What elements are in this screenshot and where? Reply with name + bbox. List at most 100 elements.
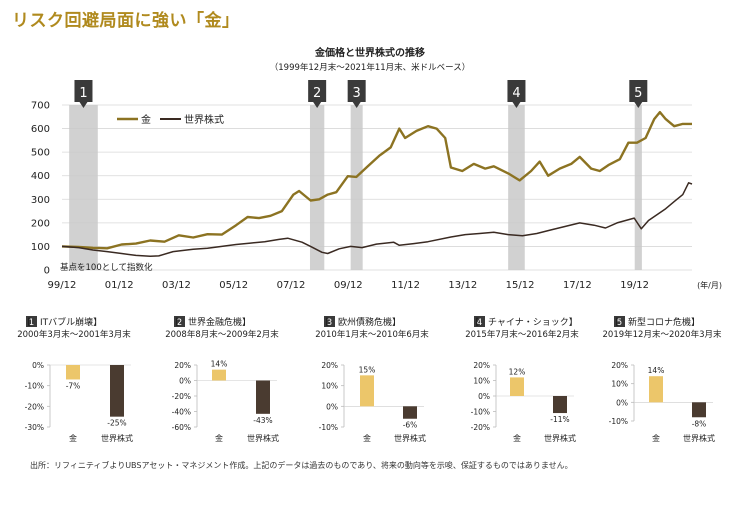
bar-y-tick-label: 0% <box>616 398 628 407</box>
crisis-number: 2 <box>177 318 182 328</box>
crisis-title: チャイナ・ショック】 <box>488 317 578 328</box>
y-tick-label: 0 <box>44 266 50 277</box>
base-note: 基点を100として指数化 <box>60 262 153 273</box>
bar-y-tick-label: 10% <box>611 380 628 389</box>
bar-category-label: 金 <box>215 433 223 443</box>
y-tick-label: 700 <box>31 101 50 112</box>
crisis-marker-box <box>308 80 327 102</box>
bar-world-stock <box>403 406 417 419</box>
bar-value-label: -6% <box>403 421 418 430</box>
crisis-bracket-open: 【 <box>610 317 619 328</box>
bar-world-stock <box>256 380 270 414</box>
bar-value-label: -25% <box>107 419 126 428</box>
bar-y-tick-label: 0% <box>326 402 338 411</box>
bar-category-label: 金 <box>69 433 77 443</box>
bar-gold <box>66 365 80 380</box>
bar-y-tick-label: 0% <box>478 392 490 401</box>
bar-gold <box>649 376 663 403</box>
x-tick-label: 13/12 <box>448 280 477 291</box>
y-tick-label: 500 <box>31 148 50 159</box>
crisis-number-box <box>474 316 485 327</box>
crisis-marker-number: 5 <box>634 86 642 101</box>
bar-y-tick-label: -10% <box>471 408 490 417</box>
bar-y-tick-label: -40% <box>172 408 191 417</box>
crisis-period: 2015年7月末～2016年2月末 <box>465 329 579 340</box>
x-tick-label: 07/12 <box>277 280 306 291</box>
crisis-period-shade <box>350 105 363 270</box>
gold-price-line <box>61 110 692 250</box>
main-chart-subtitle: （1999年12月末～2021年11月末、米ドルベース） <box>270 62 470 73</box>
bar-value-label: -8% <box>692 419 707 428</box>
crisis-bracket-open: 【 <box>170 317 179 328</box>
bar-category-label: 世界株式 <box>544 433 576 443</box>
crisis-period: 2008年8月末～2009年2月末 <box>165 329 279 340</box>
y-tick-label: 600 <box>31 124 50 135</box>
bar-value-label: -43% <box>253 416 272 425</box>
crisis-number-box <box>26 316 37 327</box>
crisis-title: 欧州債務危機】 <box>338 316 401 328</box>
x-tick-label: 01/12 <box>105 280 134 291</box>
bar-value-label: 12% <box>509 367 526 376</box>
y-tick-label: 400 <box>31 171 50 182</box>
bar-y-tick-label: -60% <box>172 423 191 432</box>
bar-value-label: -11% <box>550 415 569 424</box>
crisis-number: 1 <box>29 318 34 328</box>
bar-category-label: 世界株式 <box>247 433 279 443</box>
crisis-number-box <box>324 316 335 327</box>
x-tick-label: 11/12 <box>391 280 420 291</box>
crisis-period: 2000年3月末～2001年3月末 <box>17 329 131 340</box>
bar-category-label: 金 <box>652 433 660 443</box>
x-tick-label: 09/12 <box>334 280 363 291</box>
crisis-number: 4 <box>477 318 482 328</box>
world-stock-line <box>61 182 693 258</box>
x-tick-label: 15/12 <box>506 280 535 291</box>
crisis-marker-pointer <box>352 102 361 108</box>
legend-label-gold: 金 <box>141 113 151 126</box>
bar-world-stock <box>692 402 706 418</box>
crisis-marker-pointer <box>313 102 322 108</box>
crisis-period-shade <box>634 105 642 270</box>
bar-y-tick-label: 10% <box>321 382 338 391</box>
bar-y-tick-label: -10% <box>609 417 628 426</box>
bar-y-tick-label: -20% <box>471 423 490 432</box>
bar-world-stock <box>553 396 567 414</box>
x-tick-label: 03/12 <box>162 280 191 291</box>
bar-y-tick-label: 10% <box>473 377 490 386</box>
bar-category-label: 世界株式 <box>101 433 133 443</box>
bar-y-tick-label: -10% <box>319 423 338 432</box>
bar-value-label: 14% <box>211 360 228 369</box>
bar-y-tick-label: -30% <box>25 423 44 432</box>
crisis-period: 2019年12月末～2020年3月末 <box>603 329 722 340</box>
bar-y-tick-label: -10% <box>25 382 44 391</box>
x-tick-label: 05/12 <box>219 280 248 291</box>
crisis-marker-number: 2 <box>313 86 321 101</box>
bar-y-tick-label: 20% <box>321 361 338 370</box>
crisis-bracket-open: 【 <box>320 317 329 328</box>
legend-label-stock: 世界株式 <box>184 113 224 126</box>
crisis-period-shade <box>69 105 98 270</box>
crisis-title: 世界金融危機】 <box>188 316 251 328</box>
crisis-marker-box <box>507 80 526 102</box>
crisis-marker-pointer <box>79 102 88 108</box>
bar-y-tick-label: 0% <box>32 361 44 370</box>
bar-category-label: 金 <box>513 433 521 443</box>
bar-gold <box>510 377 524 396</box>
bar-value-label: -7% <box>66 381 81 390</box>
crisis-marker-number: 1 <box>79 86 87 101</box>
bar-y-tick-label: 20% <box>473 361 490 370</box>
crisis-marker-number: 3 <box>353 86 361 101</box>
bar-y-tick-label: 20% <box>174 361 191 370</box>
crisis-period: 2010年1月末～2010年6月末 <box>315 329 429 340</box>
main-chart-title: 金価格と世界株式の推移 <box>314 46 425 59</box>
bar-world-stock <box>110 365 124 417</box>
page-title: リスク回避局面に強い「金」 <box>12 11 240 31</box>
crisis-marker-pointer <box>512 102 521 108</box>
crisis-title: 新型コロナ危機】 <box>628 316 700 328</box>
x-tick-label: 19/12 <box>620 280 649 291</box>
bar-value-label: 15% <box>359 365 376 374</box>
y-tick-label: 100 <box>31 242 50 253</box>
source-footnote: 出所：リフィニティブよりUBSアセット・マネジメント作成。上記のデータは過去のも… <box>30 461 573 470</box>
crisis-number: 3 <box>327 318 332 328</box>
crisis-marker-box <box>629 80 648 102</box>
